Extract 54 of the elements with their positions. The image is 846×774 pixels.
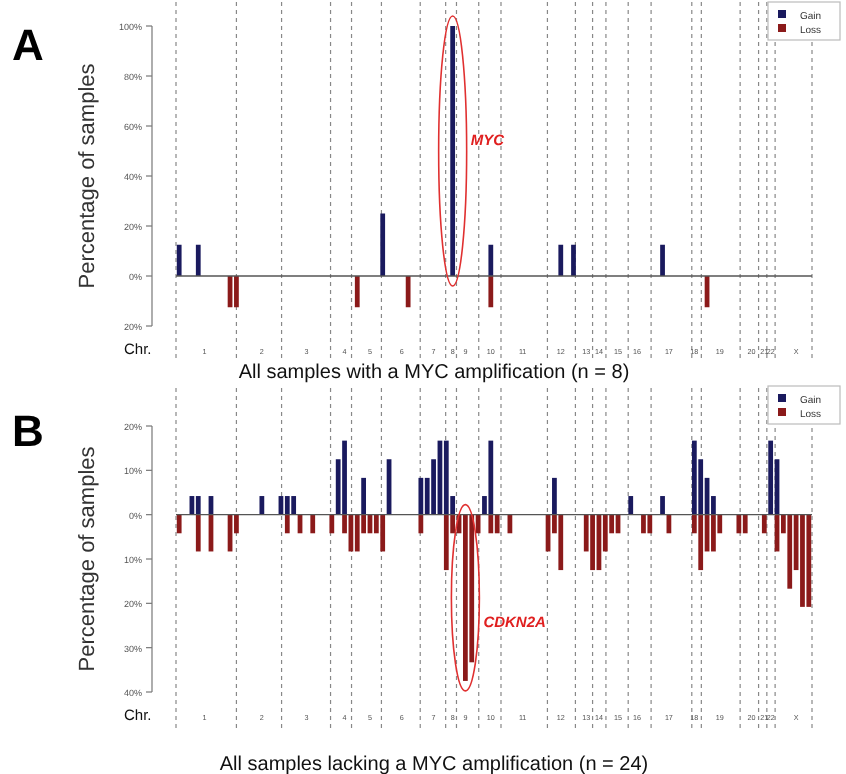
bar [590,514,595,571]
bar [176,244,182,276]
bar [443,440,449,515]
bar [552,477,557,515]
y-axis-title: Percentage of samples [76,62,100,289]
y-axis-title: Percentage of samples [76,445,100,672]
bar [405,276,411,308]
x-axis-title: All samples with a MYC amplification (n = 8) [238,362,630,384]
bar [418,477,424,515]
bar [768,440,774,515]
bar [488,276,494,308]
bar [742,514,748,534]
bar [761,514,767,534]
bar [641,514,646,534]
bar [354,276,360,308]
bar [628,496,634,515]
bar [787,514,793,589]
bar [195,496,201,515]
bar [291,496,297,515]
bar [711,514,716,552]
bar [310,514,316,534]
bar [660,496,665,515]
bar [488,514,494,534]
bar [647,514,653,534]
bar [259,496,265,515]
x-axis-title: All samples lacking a MYC amplification (n = 24) [219,754,649,774]
bar [380,213,386,276]
chart-title: A [12,20,44,70]
bar [234,276,239,308]
bar [691,440,697,515]
bar [736,514,742,534]
bar [342,440,347,515]
bar [284,514,290,534]
bar [806,514,812,607]
bar [354,514,360,552]
bar [195,514,201,552]
bar [329,514,335,534]
bar [443,514,449,571]
bar [571,244,576,276]
bar [494,514,500,534]
bar [800,514,805,607]
chart-title: B [12,406,44,456]
bar [195,244,201,276]
bar [488,244,494,276]
bar [176,514,182,534]
bar [488,440,494,515]
bar [284,496,290,515]
bar [558,244,564,276]
bar [418,514,424,534]
bar [380,514,386,552]
bar [361,477,366,515]
bar [558,514,564,571]
bar [698,514,704,571]
bar [660,244,665,276]
